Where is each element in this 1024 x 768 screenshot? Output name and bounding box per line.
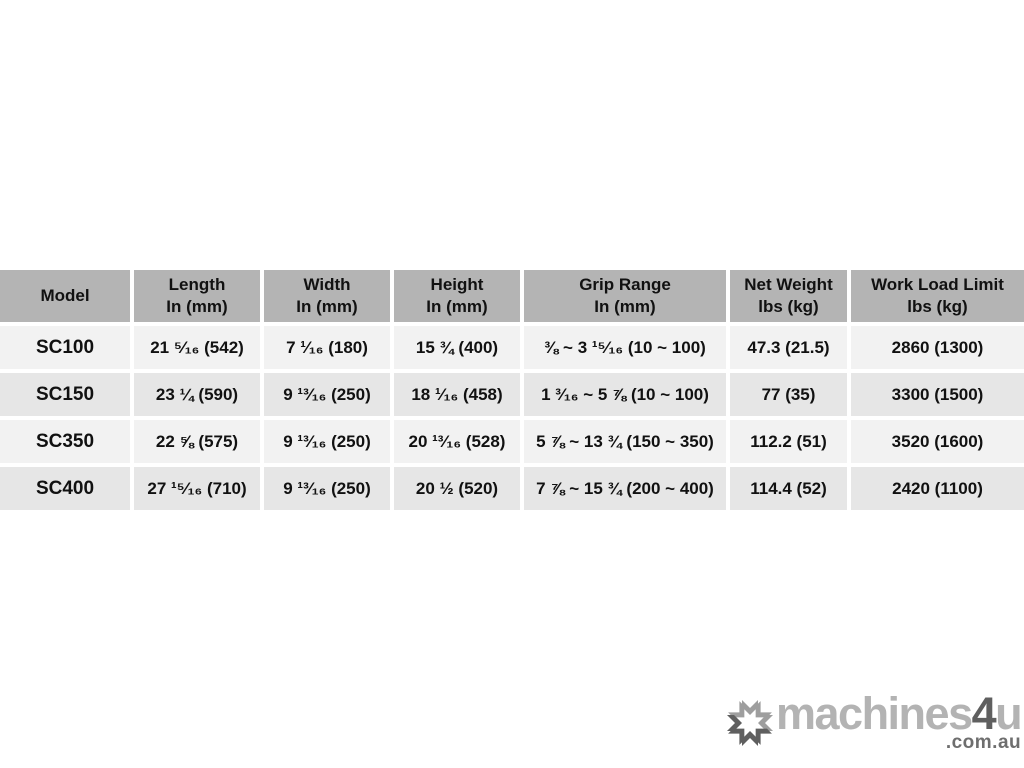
cell-model: SC100: [0, 326, 130, 369]
cell-net-weight: 112.2 (51): [730, 420, 847, 463]
header-model: Model: [0, 270, 130, 322]
cell-length: 27 ¹⁵⁄₁₆ (710): [134, 467, 260, 510]
header-line1: Grip Range: [579, 274, 671, 294]
machines4u-watermark: machines4u .com.au: [726, 691, 1023, 753]
header-line1: Height: [430, 274, 484, 294]
header-line2: In (mm): [166, 297, 228, 316]
watermark-text: machines4u .com.au: [776, 691, 1023, 753]
cell-model: SC350: [0, 420, 130, 463]
cell-net-weight: 77 (35): [730, 373, 847, 416]
header-width: Width In (mm): [264, 270, 390, 322]
brand-accent: 4: [971, 688, 997, 739]
header-line2: In (mm): [426, 297, 488, 316]
brand-start: machines: [776, 688, 973, 739]
brand-domain: .com.au: [945, 731, 1022, 753]
cell-width: 9 ¹³⁄₁₆ (250): [264, 420, 390, 463]
cell-grip-range: 1 ³⁄₁₆ ~ 5 ⅞ (10 ~ 100): [524, 373, 726, 416]
cell-net-weight: 47.3 (21.5): [730, 326, 847, 369]
header-work-load-limit: Work Load Limit lbs (kg): [851, 270, 1024, 322]
cell-width: 7 ¹⁄₁₆ (180): [264, 326, 390, 369]
cell-model: SC150: [0, 373, 130, 416]
header-line1: Net Weight: [744, 274, 833, 294]
header-length: Length In (mm): [134, 270, 260, 322]
cell-width: 9 ¹³⁄₁₆ (250): [264, 467, 390, 510]
brand-end: u: [995, 688, 1023, 739]
brand-wordmark: machines4u: [776, 691, 1023, 736]
cell-length: 21 ⁵⁄₁₆ (542): [134, 326, 260, 369]
header-height: Height In (mm): [394, 270, 520, 322]
cell-height: 15 ¾ (400): [394, 326, 520, 369]
cell-length: 23 ¼ (590): [134, 373, 260, 416]
cell-grip-range: ⅜ ~ 3 ¹⁵⁄₁₆ (10 ~ 100): [524, 326, 726, 369]
cell-model: SC400: [0, 467, 130, 510]
header-line2: In (mm): [296, 297, 358, 316]
cell-height: 20 ¹³⁄₁₆ (528): [394, 420, 520, 463]
header-line2: lbs (kg): [907, 297, 968, 316]
cell-grip-range: 7 ⅞ ~ 15 ¾ (200 ~ 400): [524, 467, 726, 510]
cell-work-load-limit: 2420 (1100): [851, 467, 1024, 510]
header-line2: In (mm): [594, 297, 656, 316]
cell-work-load-limit: 2860 (1300): [851, 326, 1024, 369]
cell-length: 22 ⅝ (575): [134, 420, 260, 463]
header-line1: Model: [40, 285, 90, 305]
snowflake-asterisk-icon: [727, 700, 773, 746]
header-line2: lbs (kg): [758, 297, 819, 316]
cell-grip-range: 5 ⅞ ~ 13 ¾ (150 ~ 350): [524, 420, 726, 463]
cell-work-load-limit: 3520 (1600): [851, 420, 1024, 463]
header-grip-range: Grip Range In (mm): [524, 270, 726, 322]
spec-table: Model Length In (mm) Width In (mm) Heigh…: [0, 270, 1024, 510]
cell-work-load-limit: 3300 (1500): [851, 373, 1024, 416]
header-line1: Length: [168, 274, 226, 294]
header-net-weight: Net Weight lbs (kg): [730, 270, 847, 322]
header-line1: Width: [303, 274, 351, 294]
cell-net-weight: 114.4 (52): [730, 467, 847, 510]
cell-width: 9 ¹³⁄₁₆ (250): [264, 373, 390, 416]
header-line1: Work Load Limit: [871, 274, 1004, 294]
cell-height: 20 ½ (520): [394, 467, 520, 510]
cell-height: 18 ¹⁄₁₆ (458): [394, 373, 520, 416]
